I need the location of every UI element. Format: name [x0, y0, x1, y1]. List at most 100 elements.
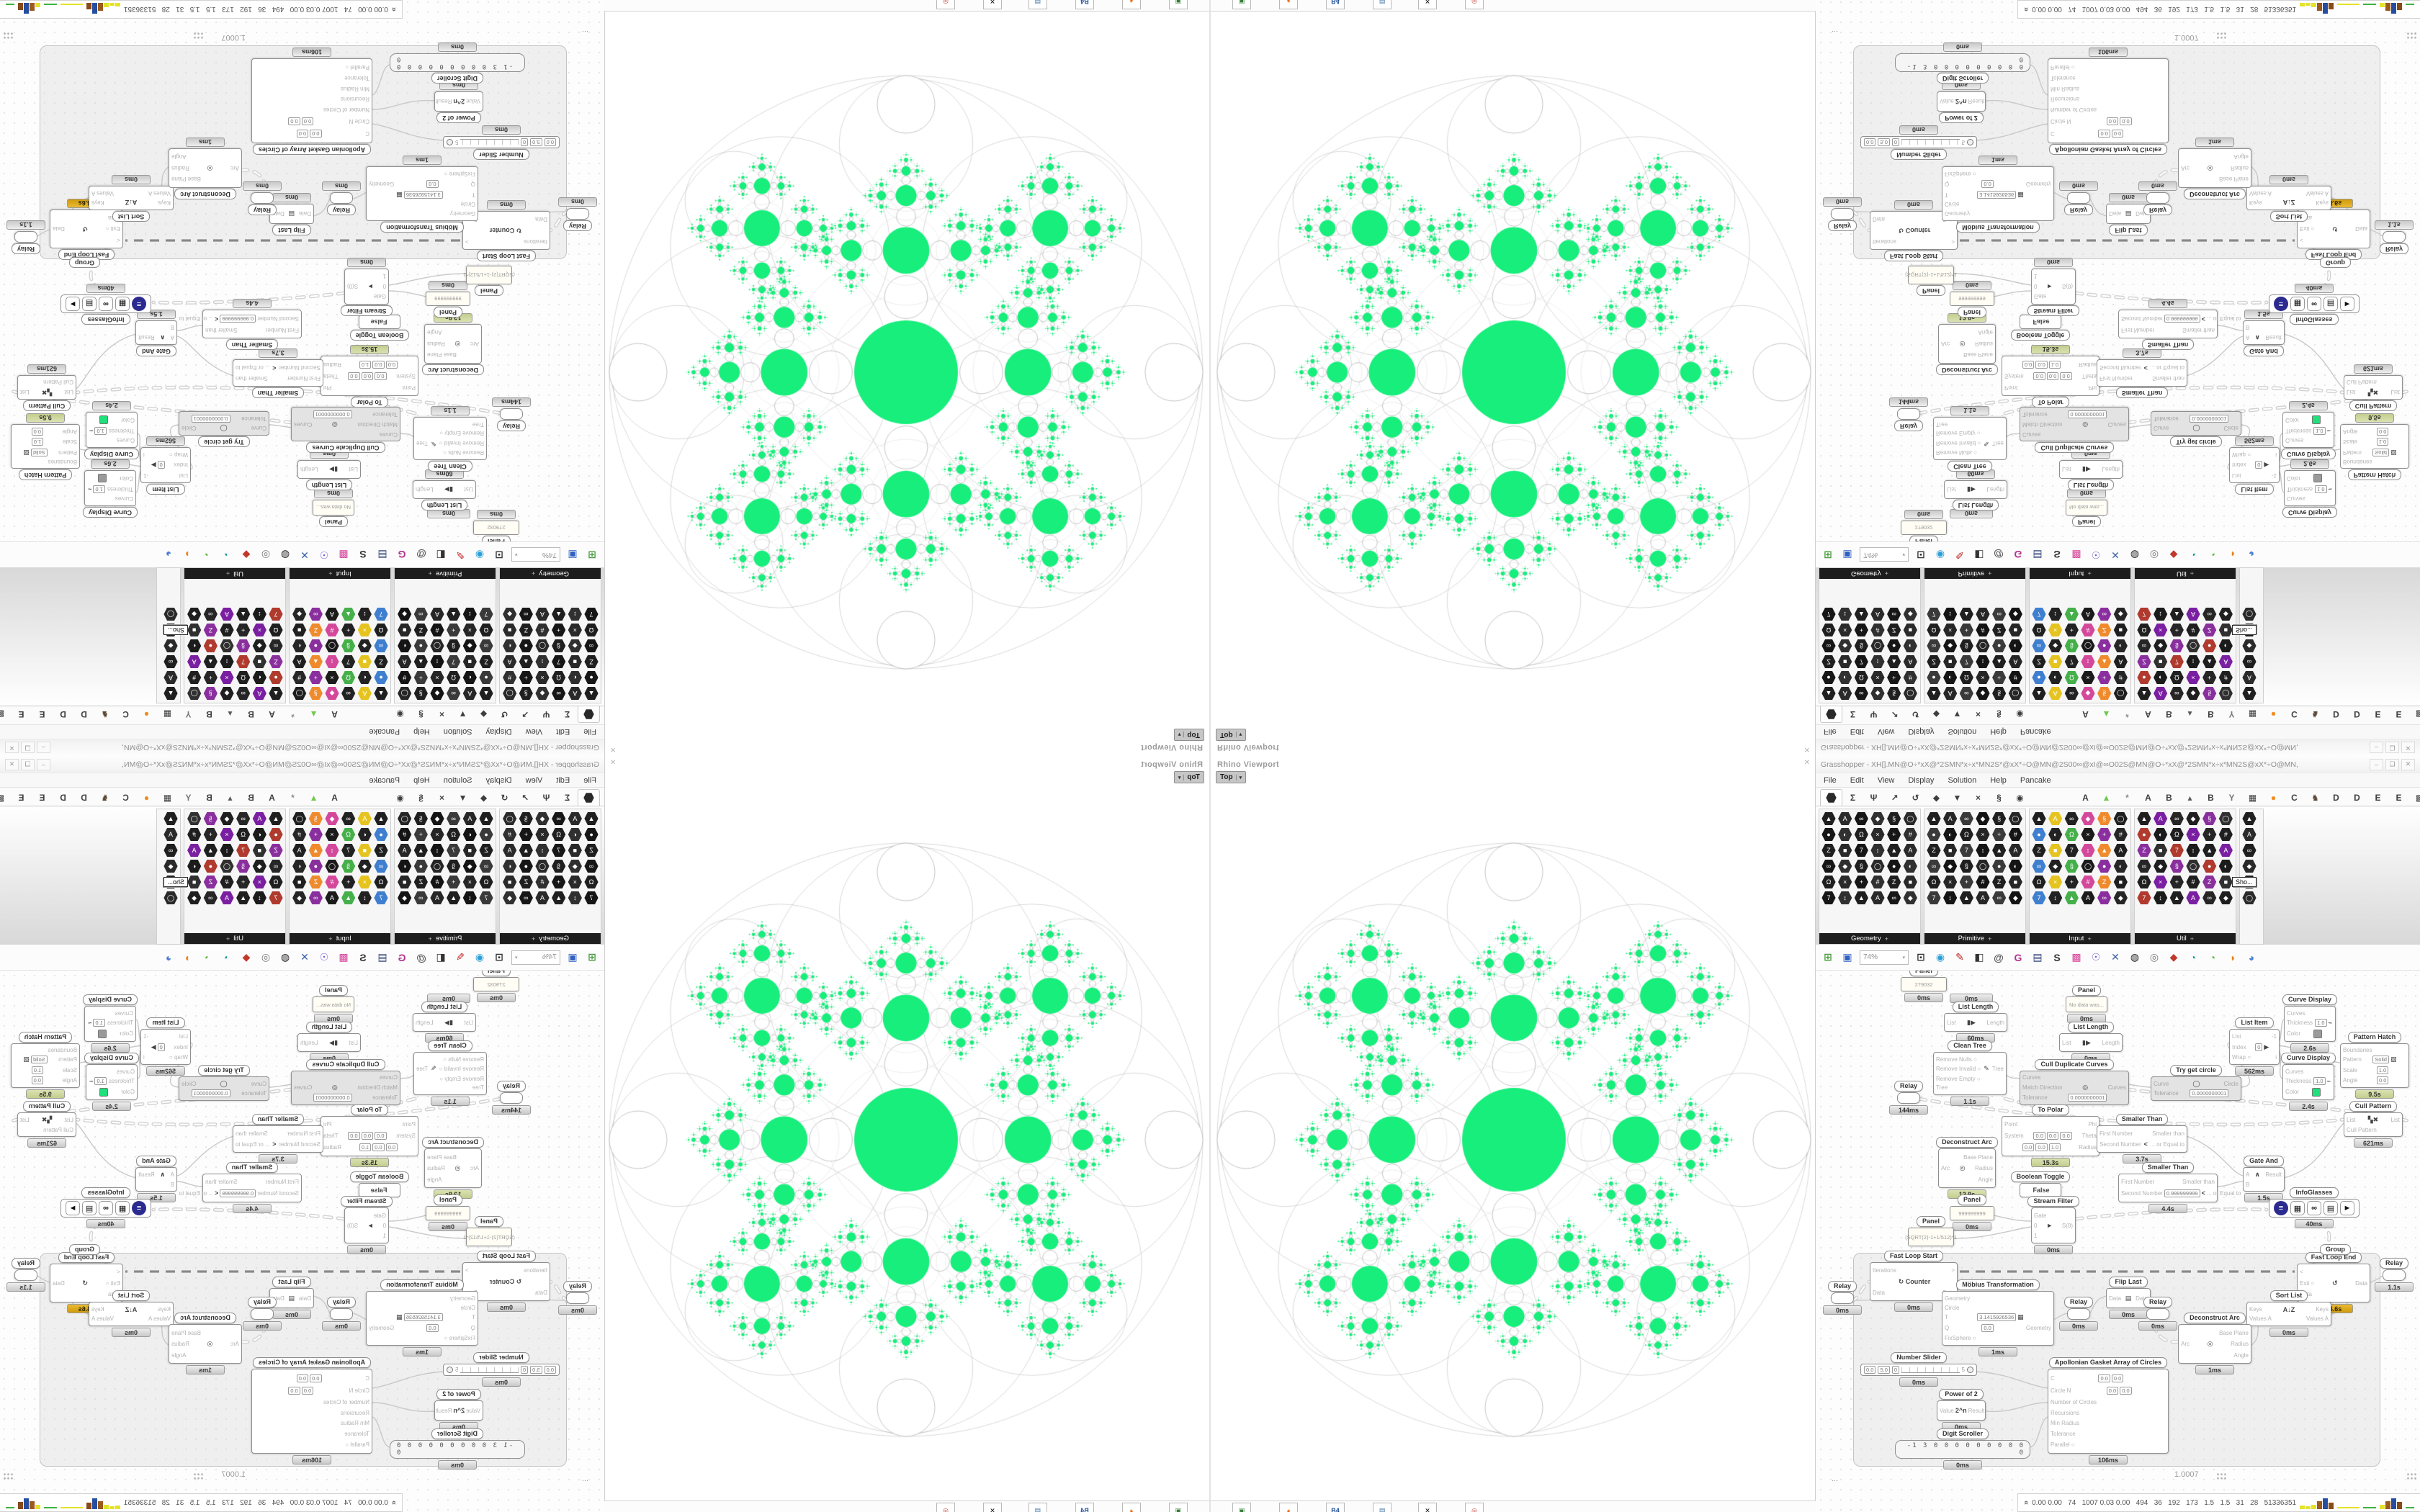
- menu-file[interactable]: File: [1824, 775, 1837, 785]
- menu-solution[interactable]: Solution: [443, 727, 472, 737]
- resize-grip-icon[interactable]: [2216, 1472, 2227, 1480]
- component-icon[interactable]: ◯: [2008, 812, 2022, 825]
- component-icon[interactable]: ∞: [2137, 639, 2151, 653]
- node-name-chip[interactable]: Pattern Hatch: [18, 469, 73, 480]
- node-body[interactable]: List -1 Index 0 ▶ Wrap ○ i: [140, 447, 191, 483]
- gh-node[interactable]: List Length List ▮▶ Length 60ms: [413, 469, 476, 510]
- pin-teal-icon[interactable]: ◔: [223, 549, 230, 561]
- tab-surface[interactable]: ◆: [480, 709, 488, 719]
- component-icon[interactable]: A: [2113, 654, 2128, 669]
- gh-node[interactable]: Deconstruct Arc Base Plane Arc ◎ Radius Angle…: [1936, 1137, 1998, 1199]
- component-icon[interactable]: +: [2169, 623, 2184, 637]
- component-icon[interactable]: 7: [1821, 607, 1836, 621]
- menu-view[interactable]: View: [1877, 727, 1895, 737]
- gh-node[interactable]: Relay 1.1s: [2375, 220, 2414, 254]
- tab-plugin-kite[interactable]: ▲: [2102, 793, 2111, 803]
- component-icon[interactable]: §: [447, 639, 461, 653]
- component-icon[interactable]: +: [413, 827, 428, 842]
- value-box[interactable]: 0.0: [426, 1324, 439, 1333]
- taskbar-app-floppy-b4-icon[interactable]: B4: [1075, 0, 1094, 9]
- component-icon[interactable]: ∞: [1887, 891, 1901, 904]
- slider-knob-icon[interactable]: [447, 1367, 453, 1373]
- gh-node[interactable]: Cull Duplicate Curves Curves Match Directi…: [2020, 407, 2129, 453]
- panel-body[interactable]: No data was...: [2066, 500, 2107, 516]
- component-icon[interactable]: ◆: [2186, 686, 2200, 701]
- node-body[interactable]: List ▮▶ Length: [297, 1033, 361, 1052]
- finder-icon[interactable]: S: [359, 549, 367, 561]
- node-body[interactable]: Remove Nulls ○ Remove Invalid ○ ✎ Tree Remov…: [413, 417, 487, 460]
- tab-plugin-b1[interactable]: B: [248, 793, 254, 803]
- finder-icon[interactable]: S: [2053, 549, 2061, 561]
- slider-knob-icon[interactable]: [1967, 139, 1973, 145]
- group-label-chip[interactable]: Group: [69, 257, 100, 268]
- tab-plugin-a2[interactable]: A: [2145, 709, 2151, 719]
- node-name-chip[interactable]: Deconstruct Arc: [174, 189, 236, 199]
- node-name-chip[interactable]: Curve Display: [82, 994, 138, 1005]
- node-name-chip[interactable]: Apollonian Gasket Array of Circles: [2048, 1357, 2168, 1368]
- component-icon[interactable]: ×: [2048, 623, 2063, 637]
- chevron-down-icon[interactable]: ▾: [1178, 774, 1185, 780]
- component-icon[interactable]: +: [2202, 670, 2217, 685]
- gh-node[interactable]: To Polar Point Phi System 0.0 0.0 0.0 Theta 0.0 0…: [321, 1104, 418, 1167]
- infoglasses-badge-icon[interactable]: ≡: [2274, 297, 2288, 311]
- component-icon[interactable]: ●: [203, 639, 218, 653]
- node-body[interactable]: Curves Thickness 1.0 ~ Color: [2284, 1006, 2336, 1042]
- panel-expand-icon[interactable]: +: [2190, 570, 2194, 577]
- component-icon[interactable]: Z: [479, 843, 493, 858]
- component-icon[interactable]: #: [2113, 670, 2128, 685]
- value-box[interactable]: 0.0000000001: [191, 414, 230, 423]
- gh-node[interactable]: Möbius Transformation Geometry Circle T 3.14…: [366, 156, 478, 233]
- component-icon[interactable]: #: [2008, 828, 2022, 841]
- component-icon[interactable]: A: [1976, 891, 1990, 904]
- value-box[interactable]: 0.0: [2022, 1143, 2035, 1151]
- gh-node[interactable]: Pattern Hatch Boundaries Pattern Solid ▨ Scal…: [2340, 1032, 2409, 1099]
- component-icon[interactable]: ↕: [1838, 607, 1852, 621]
- component-icon[interactable]: ∞: [519, 607, 533, 621]
- gh-node[interactable]: Smaller Than First Number Smaller than Seco…: [233, 348, 323, 398]
- gha-assembler-icon[interactable]: G: [398, 549, 406, 561]
- component-icon[interactable]: ▲: [341, 607, 356, 621]
- tab-display[interactable]: ◉: [396, 793, 404, 803]
- component-icon[interactable]: #: [503, 670, 517, 685]
- tab-plugin-mtn[interactable]: ▴: [2187, 709, 2192, 719]
- infoglasses-badge-icon[interactable]: ≡: [132, 297, 146, 311]
- component-icon[interactable]: A: [2186, 607, 2200, 621]
- node-body[interactable]: Curves Thickness 1.0 ~ Color: [84, 1006, 136, 1042]
- component-icon[interactable]: A: [325, 607, 339, 621]
- component-icon[interactable]: ∞: [584, 859, 599, 873]
- component-icon[interactable]: ▲: [1927, 686, 1941, 701]
- relay-body[interactable]: [500, 408, 523, 420]
- component-icon[interactable]: ◯: [1870, 860, 1885, 873]
- component-icon[interactable]: ●: [1887, 860, 1901, 873]
- component-icon[interactable]: ■: [503, 875, 517, 889]
- component-icon[interactable]: ▲: [308, 843, 323, 858]
- component-icon[interactable]: ●: [2202, 860, 2217, 873]
- value-box[interactable]: 0.0: [2098, 130, 2110, 138]
- chevron-down-icon[interactable]: ▾: [1235, 732, 1242, 738]
- panel-caption-util[interactable]: Util +: [2135, 568, 2236, 579]
- component-icon[interactable]: ▲: [479, 686, 493, 701]
- component-icon[interactable]: ∞: [203, 607, 218, 621]
- gh-node[interactable]: Panel No data was... 0ms: [313, 985, 354, 1023]
- node-body[interactable]: Remove Nulls ○ Remove Invalid ○ ✎ Tree Remov…: [413, 1052, 487, 1095]
- component-icon[interactable]: ∞: [269, 859, 283, 873]
- taskbar-app-floppy-b4-icon[interactable]: B4: [1075, 1503, 1094, 1512]
- component-icon[interactable]: 7: [1959, 654, 1973, 669]
- gh-node[interactable]: Relay 0ms: [558, 197, 597, 231]
- gh-node[interactable]: Power of 2 Value 2^n Result 0ms: [434, 1389, 483, 1431]
- node-name-chip[interactable]: Cull Pattern: [22, 400, 71, 411]
- node-name-chip[interactable]: Relay: [1894, 420, 1924, 431]
- component-icon[interactable]: ●: [1992, 860, 2007, 873]
- node-body[interactable]: Value 2^n Result: [1937, 91, 1986, 112]
- component-icon[interactable]: Ω: [2064, 670, 2079, 685]
- component-icon[interactable]: ■: [568, 843, 582, 858]
- value-box[interactable]: 1.0: [359, 361, 372, 369]
- tab-mesh[interactable]: ▼: [1953, 709, 1962, 719]
- component-icon[interactable]: ∞: [479, 859, 493, 873]
- component-icon[interactable]: ◯: [535, 859, 550, 873]
- value-box[interactable]: 0.999999999: [220, 315, 256, 323]
- value-box[interactable]: 0.0: [372, 361, 385, 369]
- component-icon[interactable]: 7: [479, 891, 493, 905]
- component-icon[interactable]: ↕: [535, 843, 550, 858]
- publish-board-icon[interactable]: ▤: [2033, 549, 2043, 561]
